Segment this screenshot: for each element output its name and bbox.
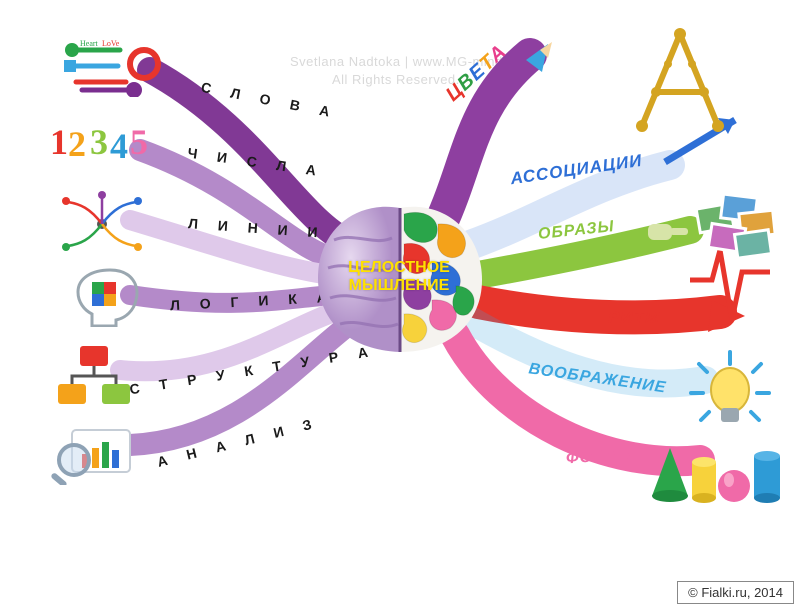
copyright-badge: © Fialki.ru, 2014	[677, 581, 794, 604]
photo-stack-icon	[688, 188, 783, 263]
magnifier-chart-icon	[46, 420, 151, 485]
puzzle-head-icon	[48, 262, 153, 327]
svg-text:3: 3	[90, 122, 108, 162]
chain-a-icon	[620, 22, 740, 142]
svg-text:1: 1	[50, 122, 68, 162]
brain-title-l1: ЦЕЛОСТНОЕ	[348, 258, 450, 275]
brain-title: ЦЕЛОСТНОЕ МЫШЛЕНИЕ	[348, 258, 450, 295]
lightbulb-icon	[685, 348, 775, 438]
brain-center: ЦЕЛОСТНОЕ МЫШЛЕНИЕ	[304, 190, 494, 365]
brain-title-l2: МЫШЛЕНИЕ	[349, 277, 450, 294]
mindmap-canvas: Svetlana Nadtoka | www.MG-mind.com All R…	[0, 0, 800, 608]
svg-text:LoVe: LoVe	[102, 39, 120, 48]
label-ritm: РИТМ	[608, 308, 660, 328]
svg-text:4: 4	[110, 126, 128, 166]
svg-text:Heart: Heart	[80, 39, 99, 48]
shapes-3d-icon	[648, 438, 788, 508]
keys-icon: HeartLoVe	[62, 32, 167, 97]
numbers-icon: 1 2 3 4 5	[50, 112, 155, 177]
mini-mindmap-icon	[50, 190, 155, 255]
svg-text:5: 5	[130, 122, 148, 162]
svg-text:2: 2	[68, 124, 86, 164]
org-chart-icon	[42, 342, 147, 407]
